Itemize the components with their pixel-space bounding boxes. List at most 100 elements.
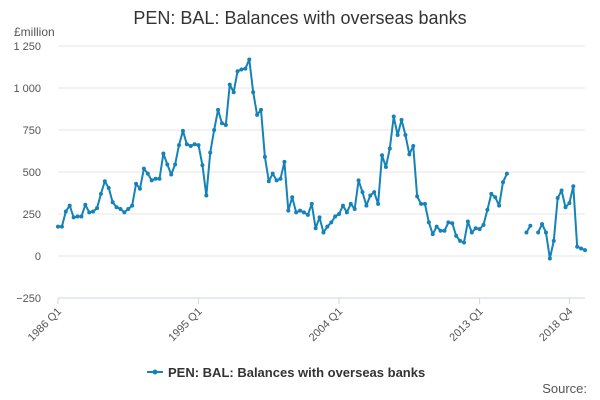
data-point[interactable] [501, 180, 506, 185]
data-point[interactable] [422, 201, 427, 206]
data-point[interactable] [83, 202, 88, 207]
data-point[interactable] [563, 205, 568, 210]
data-point[interactable] [212, 128, 217, 132]
data-point[interactable] [134, 181, 139, 186]
data-point[interactable] [434, 224, 439, 229]
data-point[interactable] [255, 112, 260, 117]
data-point[interactable] [380, 153, 385, 158]
data-point[interactable] [442, 228, 447, 233]
data-point[interactable] [407, 152, 412, 157]
data-point[interactable] [579, 246, 584, 251]
data-point[interactable] [219, 121, 224, 126]
data-point[interactable] [251, 90, 256, 95]
data-point[interactable] [340, 203, 345, 208]
data-point[interactable] [344, 210, 349, 215]
data-point[interactable] [387, 146, 392, 151]
data-point[interactable] [356, 178, 361, 183]
data-point[interactable] [360, 190, 365, 195]
data-point[interactable] [309, 201, 314, 206]
data-point[interactable] [192, 142, 197, 147]
data-point[interactable] [543, 230, 548, 235]
data-point[interactable] [325, 224, 330, 229]
data-point[interactable] [485, 207, 490, 212]
data-point[interactable] [391, 114, 396, 119]
data-point[interactable] [348, 201, 353, 206]
data-point[interactable] [290, 195, 295, 200]
data-point[interactable] [282, 159, 287, 164]
data-point[interactable] [497, 203, 502, 208]
data-point[interactable] [567, 201, 572, 206]
data-point[interactable] [536, 230, 541, 235]
data-point[interactable] [157, 176, 162, 181]
data-point[interactable] [286, 208, 291, 213]
data-point[interactable] [571, 184, 576, 189]
data-point[interactable] [298, 208, 303, 213]
data-point[interactable] [313, 226, 318, 231]
data-point[interactable] [114, 205, 119, 210]
data-point[interactable] [469, 230, 474, 235]
data-point[interactable] [301, 210, 306, 215]
data-point[interactable] [153, 176, 158, 181]
data-point[interactable] [91, 209, 96, 214]
data-point[interactable] [403, 133, 408, 138]
data-point[interactable] [102, 179, 107, 184]
data-point[interactable] [200, 163, 205, 168]
data-point[interactable] [262, 154, 267, 159]
data-point[interactable] [137, 186, 142, 191]
data-point[interactable] [528, 223, 533, 228]
data-point[interactable] [551, 238, 556, 243]
data-point[interactable] [383, 164, 388, 169]
data-point[interactable] [243, 66, 248, 71]
legend[interactable]: PEN: BAL: Balances with overseas banks [147, 365, 425, 380]
data-point[interactable] [227, 82, 232, 87]
data-point[interactable] [204, 193, 209, 198]
data-point[interactable] [481, 222, 486, 227]
data-point[interactable] [169, 172, 174, 177]
data-point[interactable] [63, 209, 68, 214]
data-point[interactable] [173, 162, 178, 167]
data-point[interactable] [426, 220, 431, 225]
data-point[interactable] [411, 143, 416, 148]
data-point[interactable] [473, 226, 478, 231]
data-point[interactable] [493, 195, 498, 200]
data-point[interactable] [364, 203, 369, 208]
data-point[interactable] [270, 171, 275, 176]
data-point[interactable] [337, 212, 342, 216]
data-point[interactable] [333, 214, 338, 219]
data-point[interactable] [461, 240, 466, 245]
data-point[interactable] [450, 221, 455, 226]
data-point[interactable] [177, 143, 182, 148]
data-point[interactable] [223, 122, 228, 127]
data-point[interactable] [274, 178, 279, 183]
data-point[interactable] [446, 220, 451, 225]
data-point[interactable] [372, 190, 377, 195]
data-point[interactable] [430, 232, 435, 237]
data-point[interactable] [196, 143, 201, 148]
data-point[interactable] [239, 67, 244, 72]
data-point[interactable] [454, 233, 459, 238]
data-point[interactable] [419, 201, 424, 206]
data-point[interactable] [71, 215, 76, 220]
data-point[interactable] [329, 220, 334, 225]
data-point[interactable] [540, 222, 545, 227]
data-point[interactable] [149, 178, 154, 183]
data-point[interactable] [79, 214, 84, 219]
data-point[interactable] [161, 151, 166, 156]
data-point[interactable] [208, 150, 213, 155]
data-point[interactable] [321, 230, 326, 235]
data-point[interactable] [130, 203, 135, 208]
data-point[interactable] [126, 206, 131, 211]
data-point[interactable] [415, 194, 420, 199]
data-point[interactable] [376, 201, 381, 206]
data-point[interactable] [67, 203, 72, 208]
data-point[interactable] [258, 107, 263, 112]
data-point[interactable] [118, 206, 123, 211]
data-point[interactable] [547, 256, 552, 261]
data-point[interactable] [395, 133, 400, 138]
data-point[interactable] [278, 176, 283, 181]
data-point[interactable] [477, 227, 482, 232]
data-point[interactable] [368, 193, 373, 198]
data-point[interactable] [504, 171, 509, 176]
data-point[interactable] [75, 214, 80, 219]
data-point[interactable] [438, 228, 443, 233]
